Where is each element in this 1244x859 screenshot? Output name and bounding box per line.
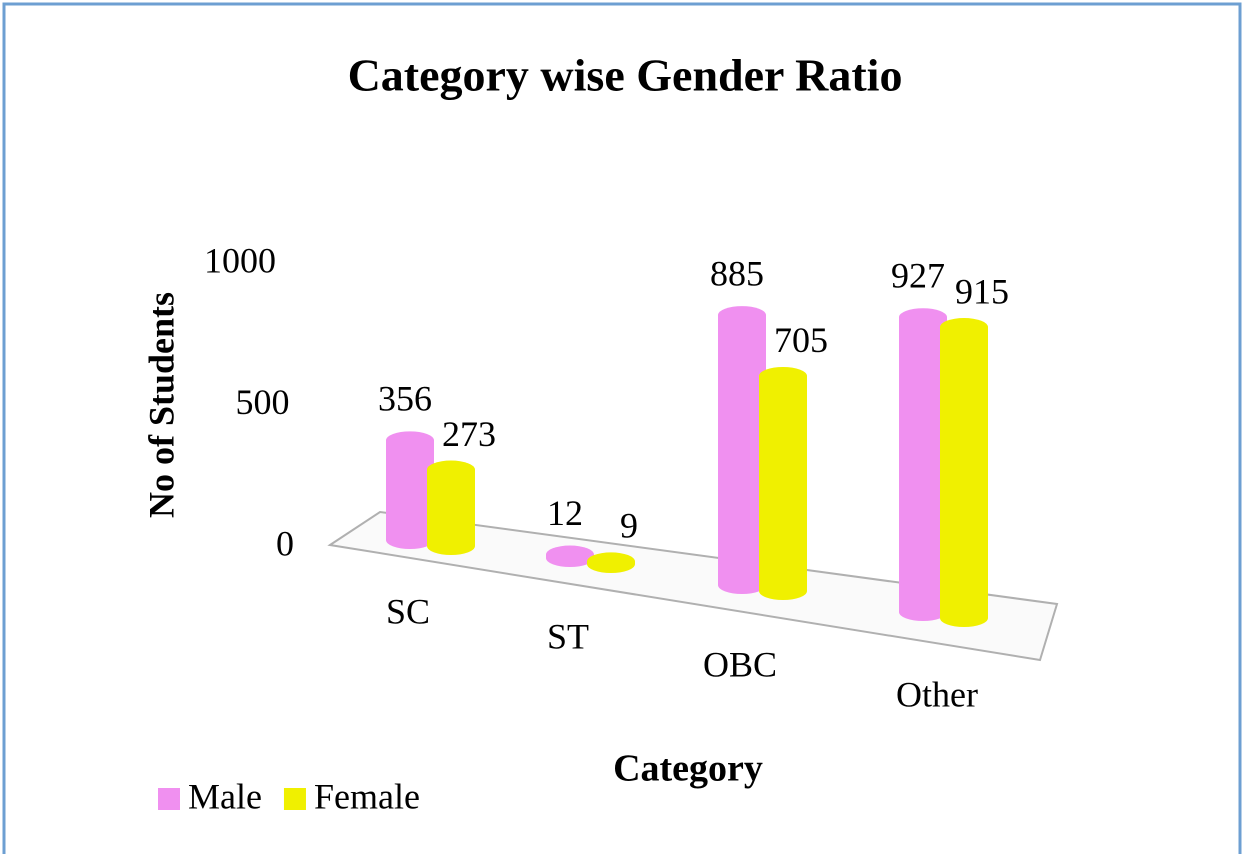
bar-top — [759, 366, 807, 385]
legend-swatch — [158, 788, 180, 810]
y-tick-label: 1000 — [204, 240, 276, 280]
bar-body — [899, 317, 947, 612]
chart-title: Category wise Gender Ratio — [348, 50, 903, 101]
bar-body — [427, 469, 475, 546]
data-label: 356 — [378, 379, 432, 419]
legend-label: Female — [314, 776, 420, 816]
bar — [718, 306, 766, 594]
bar — [899, 308, 947, 621]
data-label: 927 — [891, 255, 945, 295]
data-label: 273 — [442, 414, 496, 454]
x-tick-label: OBC — [703, 644, 777, 684]
bar — [386, 431, 434, 549]
bar-top — [899, 308, 947, 327]
data-label: 915 — [955, 271, 1009, 311]
bar-top — [587, 552, 635, 571]
bar — [427, 460, 475, 555]
bar-top — [386, 431, 434, 450]
y-tick-label: 0 — [276, 523, 294, 563]
bar — [587, 552, 635, 573]
bar — [940, 318, 988, 627]
bar-top — [940, 318, 988, 337]
bar-top — [718, 306, 766, 325]
bar-top — [427, 460, 475, 479]
x-tick-label: ST — [547, 616, 589, 656]
data-label: 705 — [774, 320, 828, 360]
y-axis-label: No of Students — [141, 292, 181, 518]
data-label: 9 — [620, 506, 638, 546]
bar — [546, 545, 594, 567]
legend-swatch — [283, 788, 306, 810]
x-tick-label: Other — [896, 674, 978, 714]
bar-body — [940, 327, 988, 618]
bar-body — [759, 375, 807, 591]
bar-body — [386, 440, 434, 540]
x-axis-label: Category — [613, 748, 763, 790]
bar — [759, 366, 807, 600]
floor — [327, 510, 1059, 662]
data-label: 12 — [547, 493, 583, 533]
bar-body — [718, 315, 766, 585]
bar-top — [546, 545, 594, 564]
legend-label: Male — [188, 776, 262, 816]
y-tick-label: 500 — [236, 382, 290, 422]
x-tick-label: SC — [386, 591, 430, 631]
data-label: 885 — [710, 253, 764, 293]
